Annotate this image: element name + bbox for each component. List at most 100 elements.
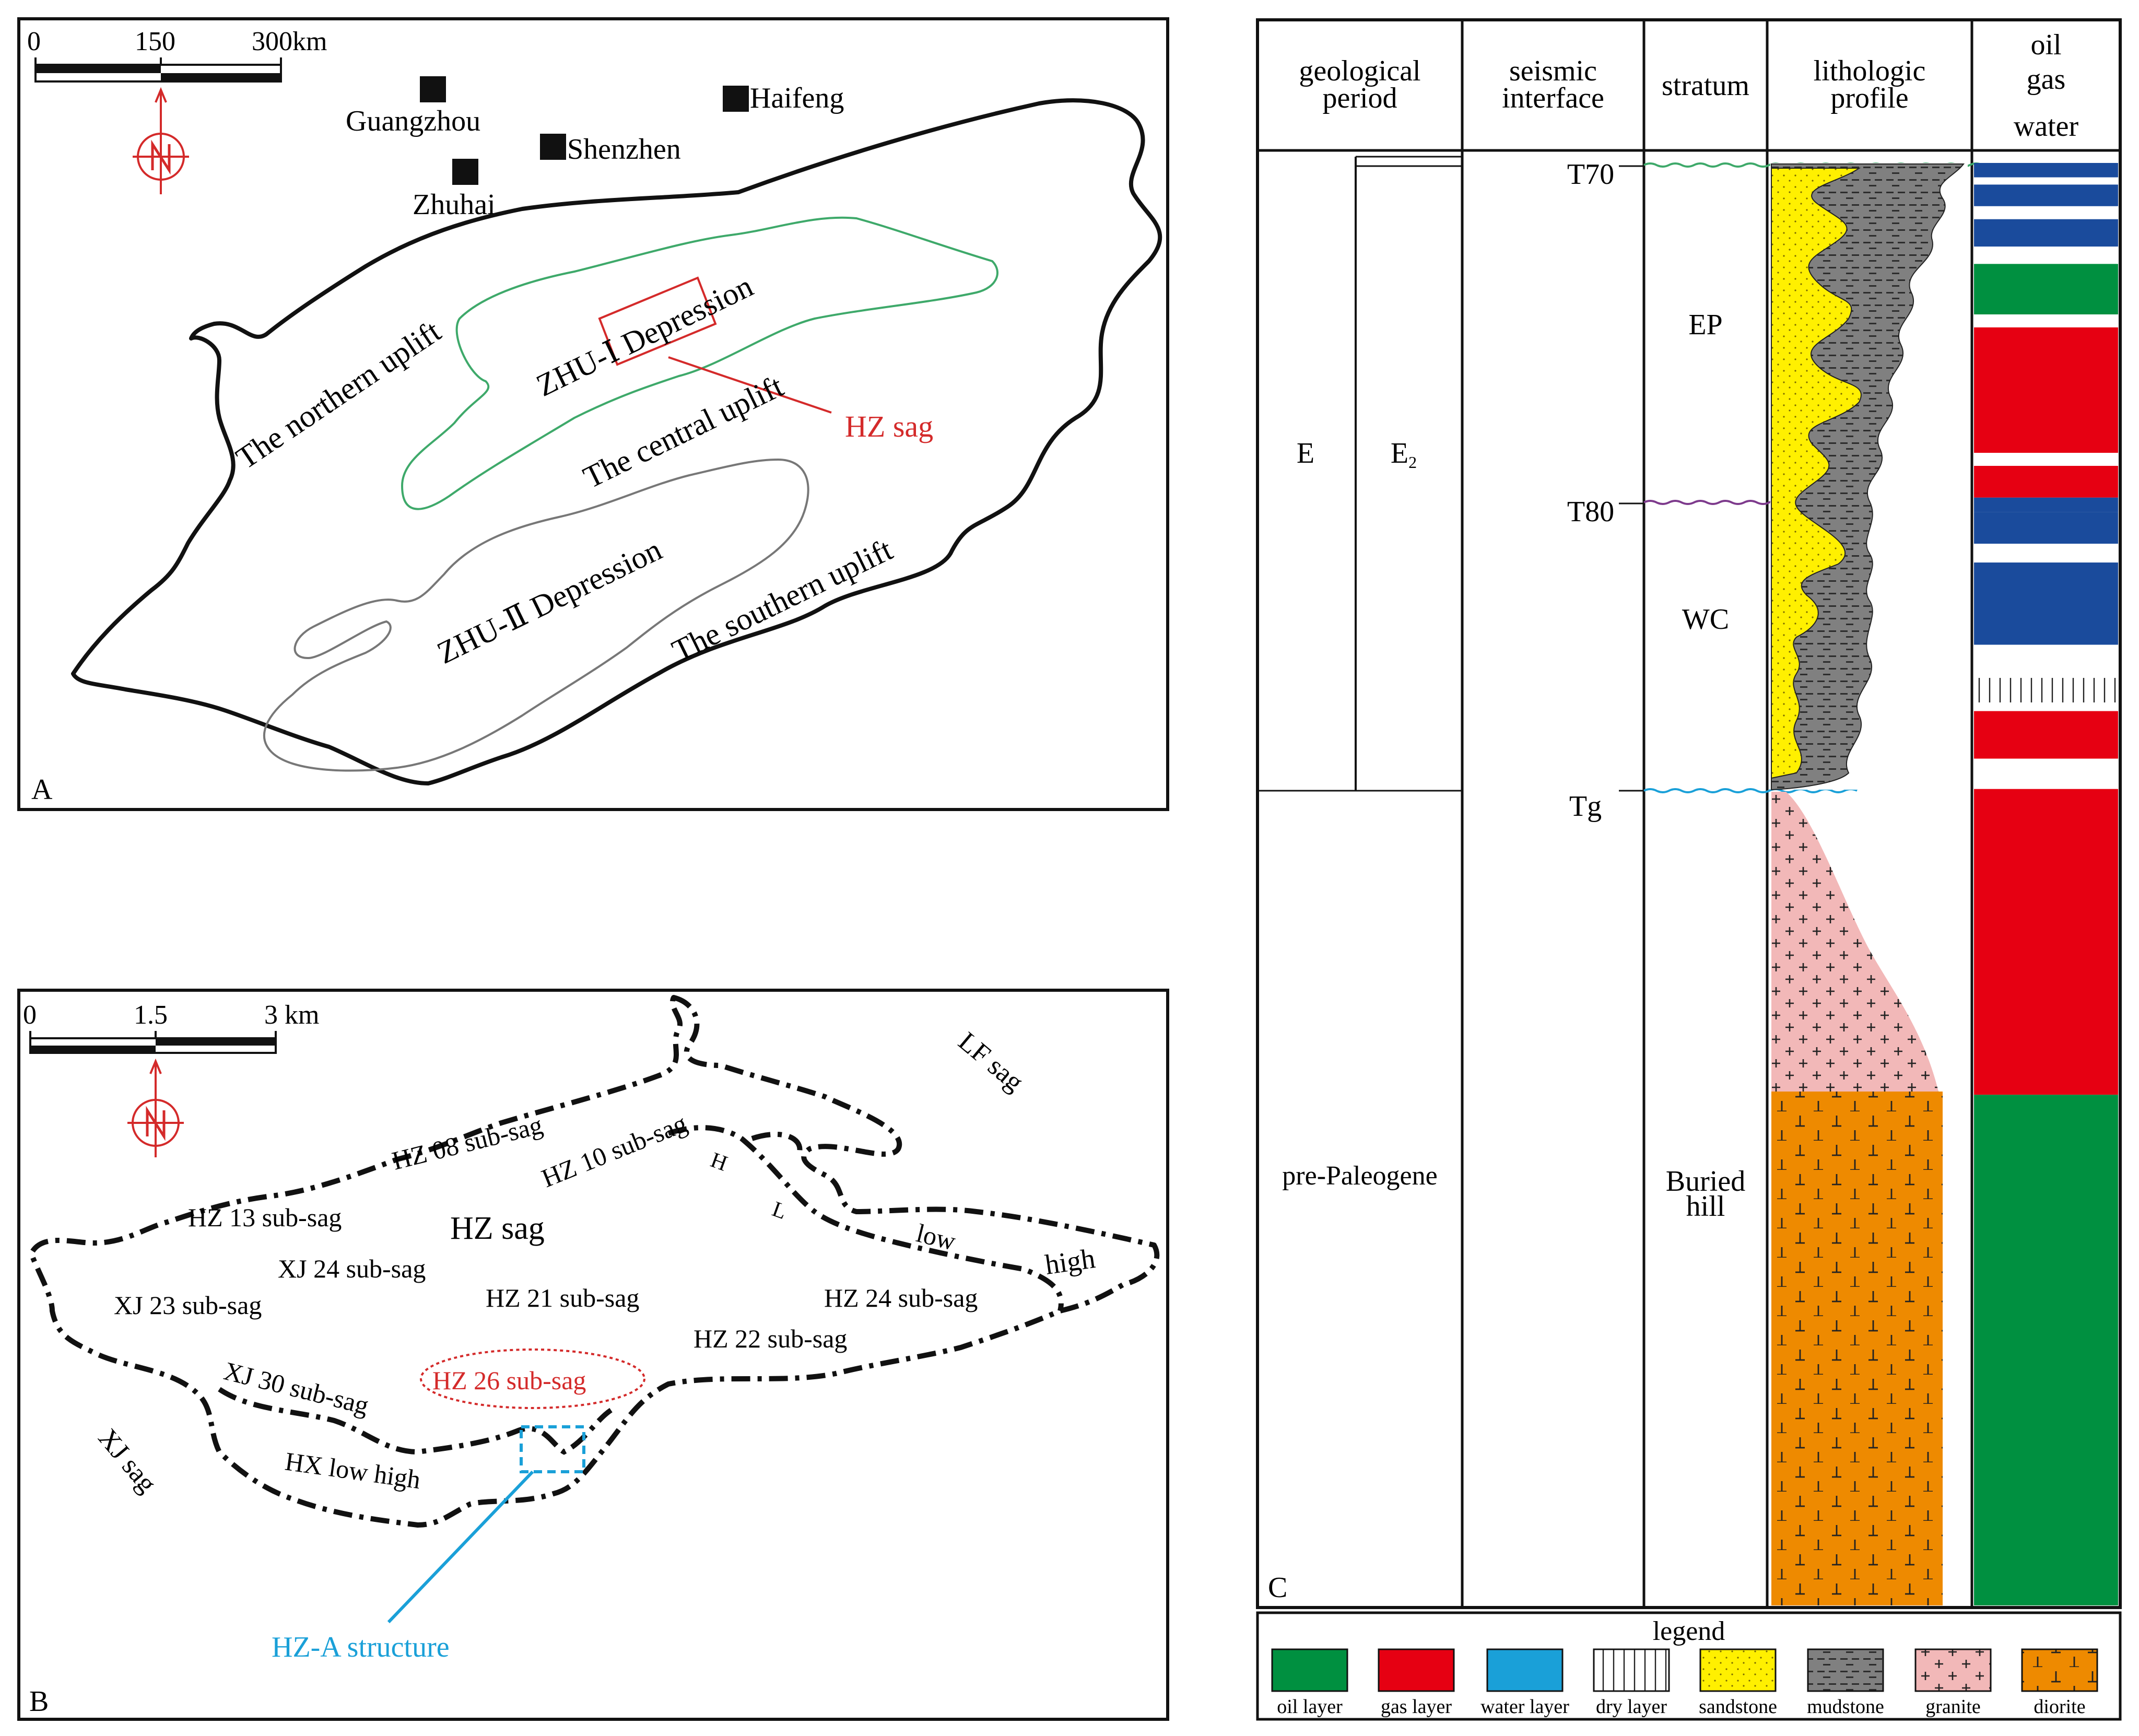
legend-label-sandstone: sandstone (1699, 1696, 1777, 1718)
label-high: high (1043, 1242, 1097, 1281)
city-square-shenzhen-icon (540, 134, 566, 160)
scale-a-tick-0: 0 (27, 27, 41, 56)
city-zhuhai: Zhuhai (413, 189, 496, 221)
legend: legend oil layer gas layer water layer d… (1256, 1611, 2122, 1721)
city-shenzhen: Shenzhen (567, 133, 681, 166)
label-hz-sag-b: HZ sag (450, 1211, 545, 1246)
ogw-segment-gas (1974, 789, 2118, 1095)
header-profile: profile (1830, 82, 1908, 114)
hz-sag-box-a: HZ sag (598, 276, 933, 443)
period-e: E (1297, 437, 1314, 470)
header-geological: geological (1299, 55, 1420, 87)
ogw-segment-none (1974, 177, 2118, 185)
period-pre-paleogene: pre-Paleogene (1282, 1161, 1437, 1191)
pearl-river-mouth-basin-outline (71, 98, 1162, 785)
hz-sag-hx-boundary (218, 1387, 613, 1455)
panel-label-b: B (29, 1685, 49, 1718)
oil-gas-water-column (1974, 163, 2118, 1605)
zhu-2-depression-outline (263, 458, 809, 772)
legend-label-mudstone: mudstone (1807, 1696, 1884, 1718)
ogw-segment-none (1974, 314, 2118, 327)
panel-c: geological period seismic interface stra… (1256, 18, 2122, 1721)
ogw-segment-oil (1974, 264, 2118, 315)
label-hz26: HZ 26 sub-sag (432, 1366, 586, 1395)
tg-unconformity-line (1643, 788, 1858, 793)
ogw-segment-oil (1974, 1095, 2118, 1605)
stratum-ep: EP (1688, 309, 1722, 341)
ogw-segment-none (1974, 247, 2118, 264)
panel-a: 0 150 300km Guangzhou Shenzhen Zhuhai Ha… (17, 17, 1169, 811)
hz-a-leader-line (387, 1470, 534, 1624)
legend-label-granite: granite (1925, 1696, 1981, 1718)
header-period: period (1322, 82, 1397, 114)
zhu-1-depression-outline (401, 216, 998, 510)
stratum-buried: Buried (1666, 1165, 1745, 1198)
panel-label-c: C (1268, 1571, 1287, 1604)
city-square-zhuhai-icon (452, 159, 478, 185)
city-guangzhou: Guangzhou (346, 105, 480, 137)
legend-swatch-gas (1378, 1648, 1455, 1692)
ogw-segment-water (1974, 163, 2118, 178)
legend-swatch-water (1486, 1648, 1564, 1692)
scale-b-tick-1-5: 1.5 (134, 1000, 168, 1030)
legend-swatch-granite (1914, 1648, 1992, 1692)
label-hz-a-structure: HZ-A structure (272, 1631, 450, 1663)
label-xj24: XJ 24 sub-sag (278, 1254, 426, 1283)
scale-b-tick-0: 0 (23, 1000, 37, 1030)
legend-swatch-sandstone (1699, 1648, 1777, 1692)
city-haifeng: Haifeng (750, 82, 844, 114)
ogw-segment-gas (1974, 466, 2118, 498)
hz-a-structure-box (520, 1425, 585, 1473)
header-seismic: seismic (1509, 55, 1597, 87)
ogw-segment-dry (1974, 678, 2118, 702)
lithologic-profile (1770, 163, 1968, 1605)
interface-tg: Tg (1569, 790, 1602, 823)
period-e2: E2 (1391, 437, 1417, 472)
scale-a-tick-150: 150 (135, 27, 175, 56)
sandstone-body (1771, 168, 1862, 779)
city-markers: Guangzhou Shenzhen Zhuhai Haifeng (346, 76, 844, 221)
legend-swatch-oil (1271, 1648, 1348, 1692)
legend-swatch-mudstone (1807, 1648, 1884, 1692)
legend-label-diorite: diorite (2034, 1696, 2085, 1718)
legend-label-gas: gas layer (1381, 1696, 1452, 1718)
interface-t70: T70 (1567, 158, 1614, 191)
interface-t80: T80 (1567, 496, 1614, 528)
ogw-segment-water (1974, 219, 2118, 247)
label-hz22: HZ 22 sub-sag (694, 1324, 847, 1353)
ogw-segment-gas (1974, 327, 2118, 453)
ogw-segment-water (1974, 497, 2118, 512)
legend-label-dry: dry layer (1596, 1696, 1667, 1718)
north-arrow-b-icon (127, 1058, 184, 1157)
ogw-segment-none (1974, 644, 2118, 678)
scale-b-tick-3: 3 km (264, 1000, 319, 1030)
north-arrow-a-icon (133, 87, 189, 194)
panel-b: 0 1.5 3 km HZ-A structure LF sag XJ sag … (17, 989, 1169, 1721)
city-square-haifeng-icon (723, 86, 749, 112)
header-lithologic: lithologic (1814, 55, 1926, 87)
header-oil: oil (2030, 29, 2061, 61)
ogw-segment-none (1974, 702, 2118, 711)
city-square-guangzhou-icon (420, 76, 446, 102)
legend-label-water: water layer (1480, 1696, 1569, 1718)
header-interface: interface (1502, 82, 1604, 114)
label-hz21: HZ 21 sub-sag (486, 1283, 639, 1312)
ogw-segment-water (1974, 184, 2118, 206)
ogw-segment-none (1974, 758, 2118, 789)
ogw-segment-water (1974, 562, 2118, 645)
hz-sag-boundary (29, 995, 1160, 1528)
legend-label-oil: oil layer (1277, 1696, 1343, 1718)
ogw-segment-water (1974, 512, 2118, 544)
hz-26-ellipse (420, 1348, 645, 1409)
hz-sag-label-a: HZ sag (845, 409, 933, 443)
panel-a-frame (17, 17, 1169, 811)
scale-bar-b: 0 1.5 3 km (23, 1000, 319, 1054)
scale-a-tick-300: 300km (252, 27, 327, 56)
legend-swatch-diorite (2021, 1648, 2098, 1692)
scale-bar-a: 0 150 300km (27, 27, 327, 83)
ogw-segment-none (1974, 206, 2118, 219)
label-hz24: HZ 24 sub-sag (824, 1283, 978, 1312)
ogw-segment-gas (1974, 711, 2118, 759)
header-gas: gas (2027, 63, 2066, 96)
